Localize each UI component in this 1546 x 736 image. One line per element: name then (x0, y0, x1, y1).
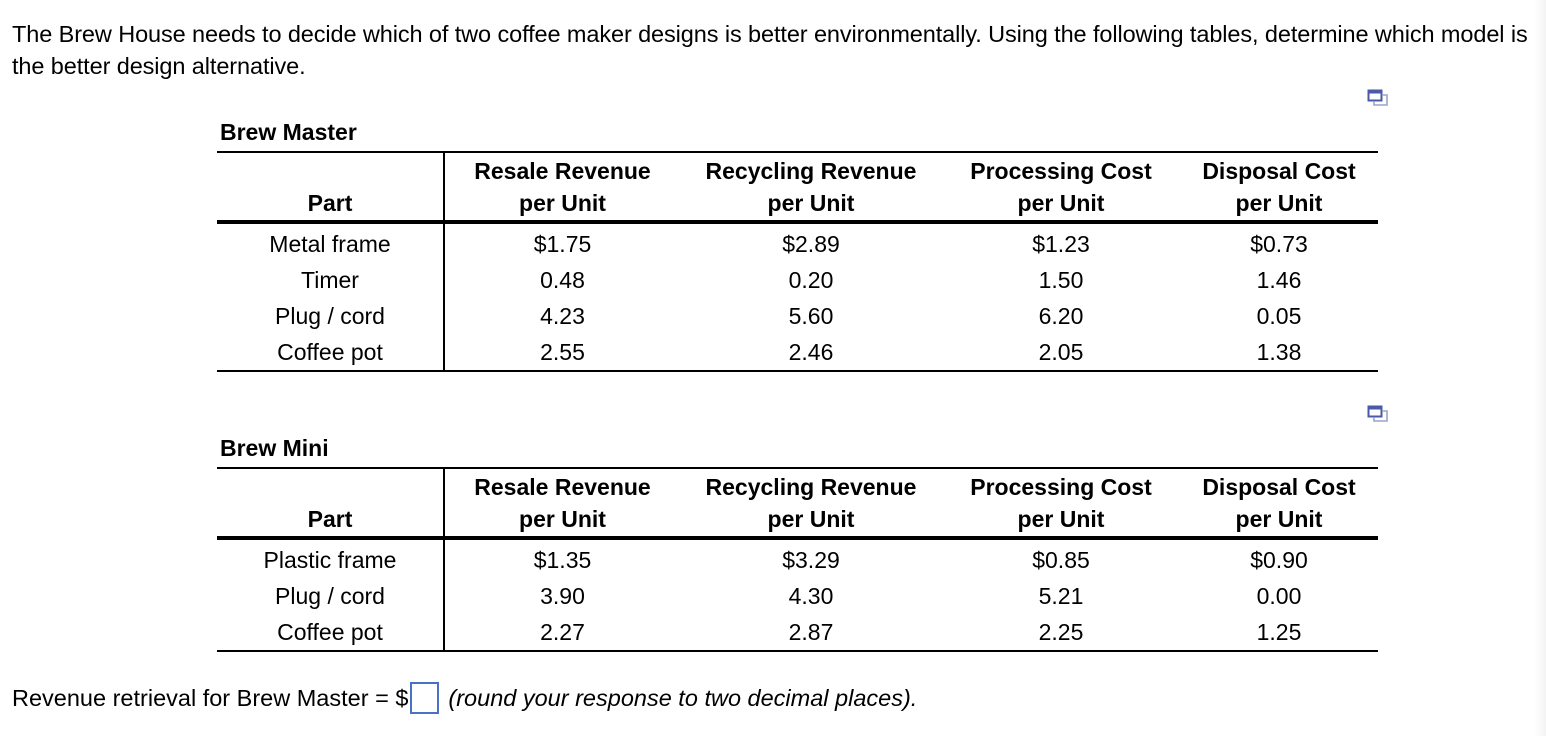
table-header-row: Part Resale Revenue per Unit Recycling Re… (217, 151, 1378, 224)
answer-line: Revenue retrieval for Brew Master = $ (r… (12, 681, 917, 715)
cell-resale: 2.55 (444, 334, 680, 372)
question-text: The Brew House needs to decide which of … (12, 21, 1528, 79)
header-recycling: Recycling Revenue per Unit (680, 151, 942, 224)
table-row: Coffee pot 2.55 2.46 2.05 1.38 (217, 334, 1378, 372)
cell-resale: $1.35 (533, 547, 592, 573)
cell-part: Metal frame (217, 222, 445, 262)
cell-part: Coffee pot (217, 614, 445, 652)
header-part: Part (217, 467, 445, 540)
cell-recycling: 2.46 (680, 334, 942, 372)
cell-disposal: 1.25 (1180, 614, 1378, 652)
cell-part: Coffee pot (217, 334, 445, 372)
cell-part: Plug / cord (217, 298, 445, 334)
cell-resale: 0.48 (540, 267, 585, 293)
cell-processing: $1.23 (1032, 231, 1090, 257)
table-row: Plug / cord 3.90 4.30 5.21 0.00 (217, 578, 1378, 614)
cell-disposal: $0.90 (1250, 547, 1308, 573)
brew-master-table-block: Brew Master Part Resale Revenue per Unit … (217, 117, 1378, 372)
header-processing: Processing Cost per Unit (942, 467, 1180, 540)
cell-disposal: 1.46 (1256, 267, 1302, 293)
header-part: Part (217, 151, 445, 224)
table-row: Timer 0.48 0.20 1.50 1.46 (217, 262, 1378, 298)
cell-recycling: 5.60 (788, 303, 834, 329)
popout-window-icon[interactable] (1367, 89, 1389, 107)
brew-mini-table-block: Brew Mini Part Resale Revenue per Unit Re… (217, 433, 1378, 652)
header-processing: Processing Cost per Unit (942, 151, 1180, 224)
cell-processing: $0.85 (1032, 547, 1090, 573)
answer-label: Revenue retrieval for Brew Master = $ (12, 685, 409, 711)
header-disposal: Disposal Cost per Unit (1180, 151, 1378, 224)
table-title: Brew Mini (220, 435, 329, 461)
popout-window-icon[interactable] (1367, 405, 1389, 423)
cell-resale: 4.23 (540, 303, 585, 329)
cell-recycling: 4.30 (788, 583, 834, 609)
cell-part: Timer (217, 262, 445, 298)
table-row: Metal frame $1.75 $2.89 $1.23 $0.73 (217, 222, 1378, 262)
header-resale: Resale Revenue per Unit (444, 467, 680, 540)
table-title: Brew Master (220, 119, 357, 145)
cell-resale: 2.27 (444, 614, 680, 652)
rounding-hint: (round your response to two decimal plac… (448, 685, 918, 711)
cell-disposal: $0.73 (1250, 231, 1308, 257)
cell-resale: 3.90 (540, 583, 585, 609)
cell-processing: 1.50 (1038, 267, 1084, 293)
cell-recycling: $3.29 (782, 547, 840, 573)
cell-recycling: 2.87 (680, 614, 942, 652)
cell-processing: 6.20 (1038, 303, 1084, 329)
cell-processing: 5.21 (1038, 583, 1084, 609)
cell-part: Plastic frame (217, 538, 445, 578)
cell-processing: 2.05 (942, 334, 1180, 372)
table-row: Plastic frame $1.35 $3.29 $0.85 $0.90 (217, 538, 1378, 578)
table-row: Coffee pot 2.27 2.87 2.25 1.25 (217, 614, 1378, 652)
table-header-row: Part Resale Revenue per Unit Recycling Re… (217, 467, 1378, 540)
brew-master-table: Part Resale Revenue per Unit Recycling Re… (217, 151, 1378, 372)
cell-disposal: 0.00 (1256, 583, 1302, 609)
cell-processing: 2.25 (942, 614, 1180, 652)
page-edge-shadow (1534, 0, 1546, 736)
cell-part: Plug / cord (217, 578, 445, 614)
table-row: Plug / cord 4.23 5.60 6.20 0.05 (217, 298, 1378, 334)
cell-disposal: 0.05 (1256, 303, 1302, 329)
cell-disposal: 1.38 (1180, 334, 1378, 372)
cell-recycling: $2.89 (782, 231, 840, 257)
brew-mini-table: Part Resale Revenue per Unit Recycling Re… (217, 467, 1378, 652)
header-disposal: Disposal Cost per Unit (1180, 467, 1378, 540)
revenue-retrieval-input[interactable] (410, 682, 440, 714)
cell-recycling: 0.20 (788, 267, 834, 293)
header-resale: Resale Revenue per Unit (444, 151, 680, 224)
header-recycling: Recycling Revenue per Unit (680, 467, 942, 540)
cell-resale: $1.75 (533, 231, 592, 257)
